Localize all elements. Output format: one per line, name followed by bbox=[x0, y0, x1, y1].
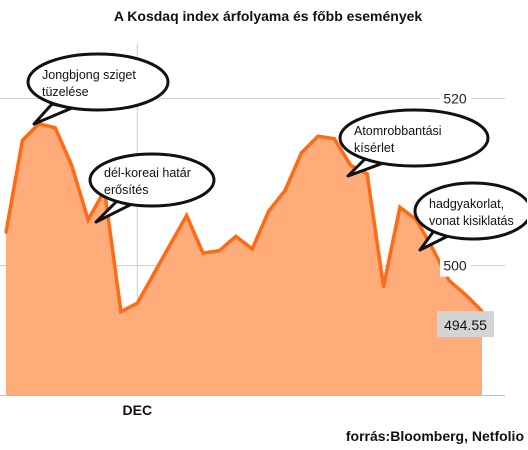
annotation-text-3: Atomrobbantási kísérlet bbox=[354, 124, 442, 155]
x-tick-label-dec: DEC bbox=[123, 402, 153, 418]
last-value-badge: 494.55 bbox=[437, 311, 494, 338]
data-point-19 bbox=[316, 134, 320, 138]
data-point-26 bbox=[431, 247, 435, 251]
data-point-5 bbox=[86, 218, 90, 222]
annotation-text-2: dél-koreai határ erősítés bbox=[104, 166, 191, 197]
data-point-28 bbox=[464, 293, 468, 297]
chart-source: forrás:Bloomberg, Netfolio bbox=[346, 428, 524, 444]
annotation-fill-1 bbox=[30, 56, 166, 108]
annotation-line-4-1: hadgyakorlat, bbox=[429, 197, 504, 211]
annotation-fill-2 bbox=[92, 156, 212, 204]
data-point-11 bbox=[185, 214, 189, 217]
annotation-fill-4 bbox=[417, 185, 528, 237]
data-point-13 bbox=[217, 249, 221, 253]
annotation-line-1-1: Jongbjong sziget bbox=[42, 68, 136, 82]
data-point-1 bbox=[20, 138, 24, 142]
annotation-line-2-2: erősítés bbox=[104, 183, 148, 197]
data-point-17 bbox=[283, 189, 287, 192]
y-tick-520: 520 bbox=[440, 87, 471, 110]
data-point-9 bbox=[152, 272, 156, 276]
data-point-14 bbox=[234, 234, 238, 238]
y-tick-500: 500 bbox=[440, 254, 471, 277]
y-tick-label-500: 500 bbox=[443, 258, 467, 274]
annotation-bubble-3: Atomrobbantási kísérlet bbox=[338, 108, 490, 178]
annotation-bubble-4: hadgyakorlat, vonat kisiklatás bbox=[413, 181, 528, 252]
annotation-line-3-2: kísérlet bbox=[354, 141, 395, 155]
area-fill bbox=[6, 123, 482, 395]
series-line bbox=[4, 121, 484, 315]
annotation-line-4-2: vonat kisiklatás bbox=[429, 214, 514, 228]
annotation-line-3-1: Atomrobbantási bbox=[354, 124, 442, 138]
y-tick-box-520 bbox=[440, 87, 471, 110]
annotation-fill-3 bbox=[342, 112, 486, 164]
data-point-23 bbox=[382, 285, 385, 288]
data-point-12 bbox=[201, 251, 205, 255]
data-point-0 bbox=[4, 230, 8, 234]
chart-title: A Kosdaq index árfolyama és főbb esemény… bbox=[114, 8, 423, 24]
annotation-text-1: Jongbjong sziget tüzelése bbox=[42, 68, 136, 99]
y-tick-box-500 bbox=[440, 254, 471, 277]
data-point-22 bbox=[365, 172, 369, 176]
annotation-bubble-1: Jongbjong sziget tüzelése bbox=[26, 52, 170, 126]
last-value-label: 494.55 bbox=[444, 317, 487, 333]
data-point-21 bbox=[349, 163, 353, 167]
annotation-line-2-1: dél-koreai határ bbox=[104, 166, 191, 180]
data-point-20 bbox=[332, 137, 336, 141]
data-point-3 bbox=[53, 126, 57, 130]
data-point-10 bbox=[168, 243, 172, 247]
annotation-bubble-2: dél-koreai határ erősítés bbox=[88, 152, 216, 224]
annotation-line-1-2: tüzelése bbox=[42, 85, 89, 99]
annotation-text-4: hadgyakorlat, vonat kisiklatás bbox=[429, 197, 514, 228]
data-point-4 bbox=[70, 163, 74, 167]
data-point-16 bbox=[267, 209, 271, 213]
data-point-8 bbox=[135, 301, 139, 305]
data-point-15 bbox=[250, 247, 254, 251]
data-point-24 bbox=[398, 205, 402, 209]
y-tick-label-520: 520 bbox=[443, 91, 467, 107]
data-point-18 bbox=[299, 151, 303, 155]
data-point-27 bbox=[447, 279, 451, 283]
last-value-box bbox=[437, 311, 494, 338]
data-point-7 bbox=[119, 310, 123, 313]
